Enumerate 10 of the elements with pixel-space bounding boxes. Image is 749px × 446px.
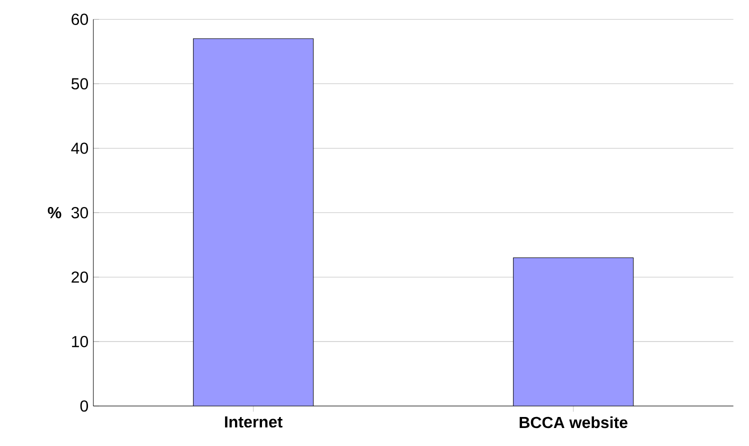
y-tick-label: 10 (72, 336, 88, 348)
y-tick-label: 30 (71, 207, 88, 218)
y-tick-label: 50 (71, 78, 88, 90)
x-tick-label: BCCA website (520, 416, 628, 428)
y-tick-label: 20 (72, 271, 88, 283)
y-tick-label: 0 (80, 400, 88, 412)
y-axis-title: % (48, 207, 62, 218)
y-tick-label: 40 (71, 142, 88, 154)
x-tick-label: Internet (225, 416, 282, 428)
y-tick-label: 60 (72, 14, 88, 25)
